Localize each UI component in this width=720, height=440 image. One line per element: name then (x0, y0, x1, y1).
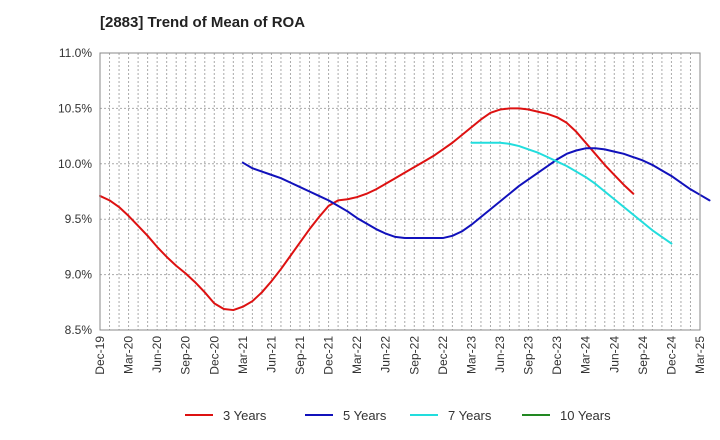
x-tick-label: Mar-21 (236, 336, 250, 374)
series-line-7-years (470, 141, 673, 245)
y-tick-label: 11.0% (59, 46, 92, 60)
y-tick-label: 9.5% (65, 212, 93, 226)
x-tick-label: Dec-20 (207, 336, 221, 375)
x-tick-label: Jun-23 (493, 336, 507, 373)
legend-label: 3 Years (223, 408, 267, 423)
x-tick-label: Sep-20 (179, 336, 193, 375)
series-lines (99, 107, 711, 312)
x-axis: Dec-19 Mar-20 Jun-20 Sep-20 Dec-20 Mar-21 Jun-… (93, 336, 707, 375)
plot-frame (99, 52, 701, 331)
y-tick-label: 10.5% (58, 101, 92, 115)
x-tick-label: Sep-22 (407, 336, 421, 375)
x-tick-label: Mar-20 (122, 336, 136, 374)
x-tick-label: Dec-24 (664, 336, 678, 375)
x-tick-label: Sep-23 (522, 336, 536, 375)
x-tick-label: Mar-25 (693, 336, 707, 374)
x-tick-label: Mar-22 (350, 336, 364, 374)
y-tick-label: 8.5% (65, 323, 93, 337)
x-tick-label: Jun-20 (150, 336, 164, 373)
x-tick-label: Dec-22 (436, 336, 450, 375)
x-tick-label: Dec-19 (93, 336, 107, 375)
legend: 3 Years 5 Years 7 Years 10 Years (185, 408, 611, 423)
x-tick-label: Jun-24 (607, 336, 621, 373)
y-tick-label: 10.0% (58, 157, 92, 171)
x-tick-label: Mar-24 (579, 336, 593, 374)
x-tick-label: Jun-21 (264, 336, 278, 373)
legend-label: 10 Years (560, 408, 611, 423)
x-tick-label: Sep-21 (293, 336, 307, 375)
series-line-3-years (99, 107, 635, 312)
y-tick-label: 9.0% (65, 268, 93, 282)
legend-label: 7 Years (448, 408, 492, 423)
x-tick-label: Jun-22 (379, 336, 393, 373)
x-tick-label: Dec-21 (322, 336, 336, 375)
x-tick-label: Sep-24 (636, 336, 650, 375)
legend-label: 5 Years (343, 408, 387, 423)
x-tick-label: Mar-23 (464, 336, 478, 374)
chart-title: [2883] Trend of Mean of ROA (100, 14, 306, 31)
x-tick-label: Dec-23 (550, 336, 564, 375)
y-axis: 8.5% 9.0% 9.5% 10.0% 10.5% 11.0% (58, 46, 92, 337)
series-line-5-years (241, 147, 711, 240)
grid (100, 53, 700, 330)
